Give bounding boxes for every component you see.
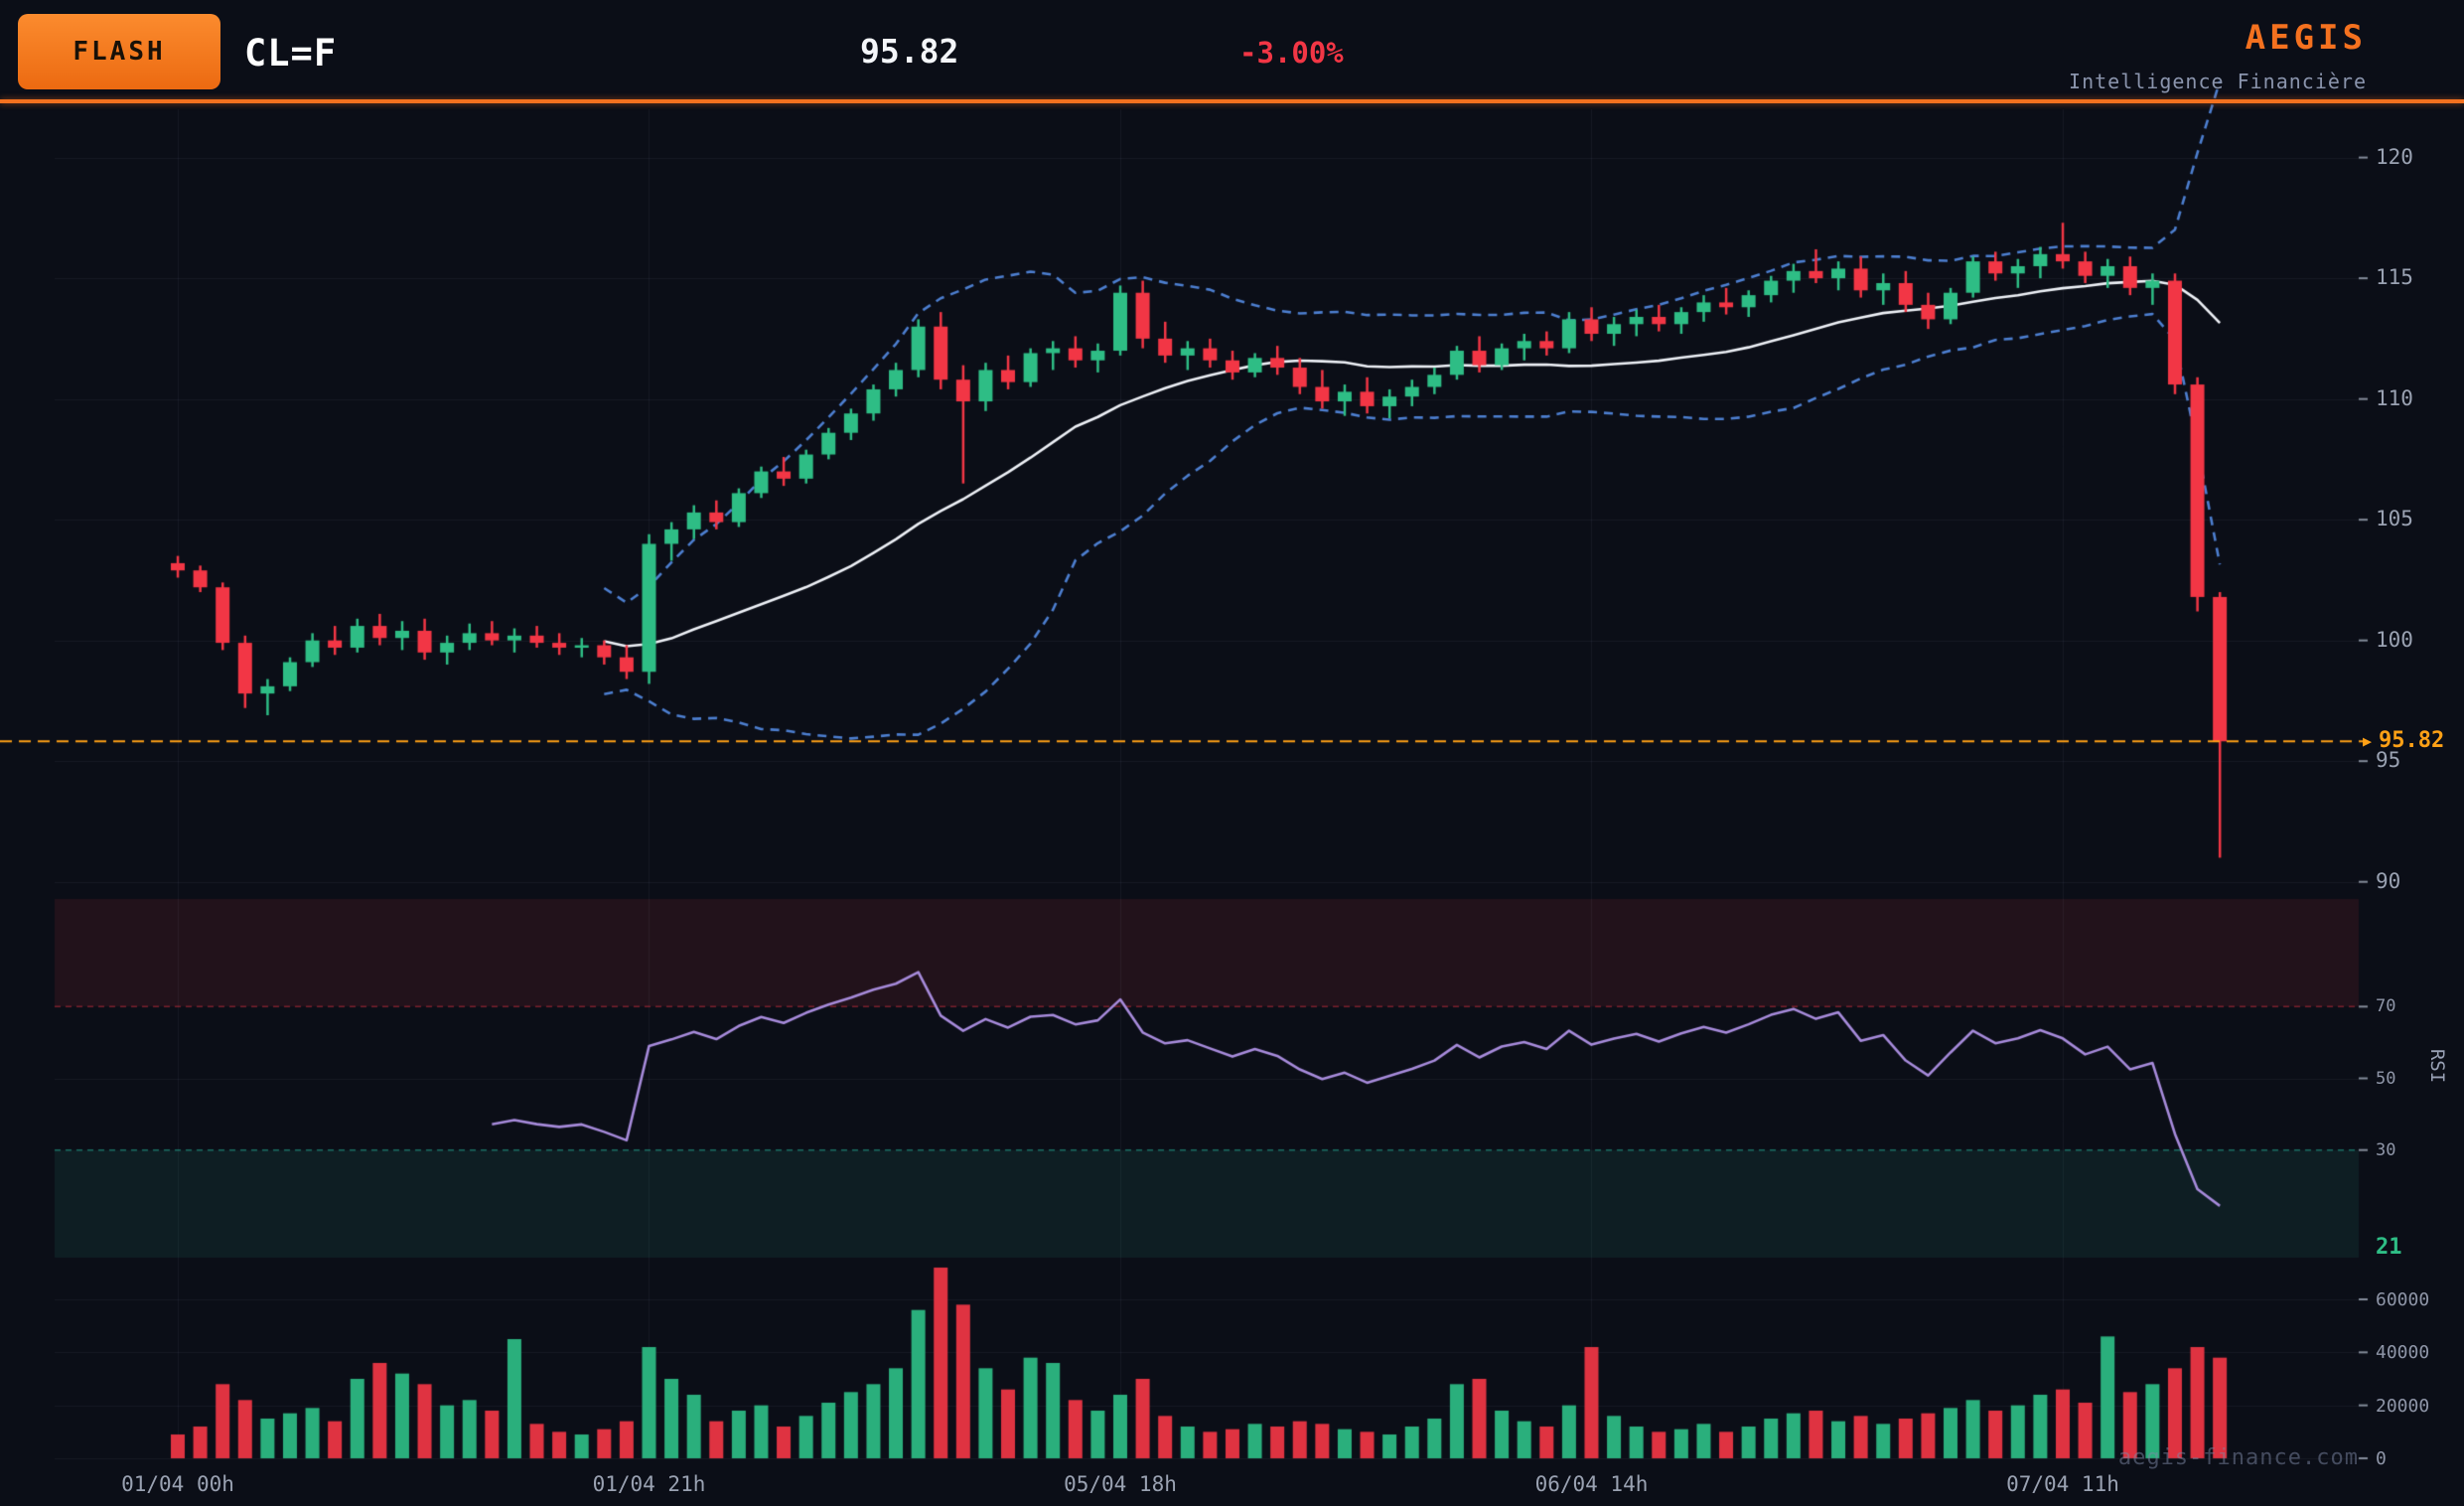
header-divider-line [0, 99, 2464, 103]
time-axis-label: 01/04 21h [592, 1472, 706, 1496]
time-axis-label: 06/04 14h [1534, 1472, 1649, 1496]
volume-axis-label: 40000 [2376, 1342, 2430, 1364]
price-axis-label: 100 [2376, 627, 2413, 652]
price-axis-label: 115 [2376, 265, 2413, 290]
brand-subtitle: Intelligence Financière [2069, 70, 2367, 93]
volume-axis-label: 0 [2376, 1448, 2387, 1469]
price-axis-label: 95 [2376, 748, 2401, 773]
rsi-axis-label: 50 [2376, 1068, 2396, 1089]
volume-axis-label: 60000 [2376, 1289, 2430, 1310]
time-axis-label: 07/04 11h [2006, 1472, 2119, 1496]
time-axis-label: 01/04 00h [121, 1472, 234, 1496]
flash-badge-button[interactable]: FLASH [18, 14, 220, 89]
current-price-tag: ▶ 95.82 [2363, 728, 2444, 753]
price-axis-label: 120 [2376, 144, 2413, 169]
price-arrow-icon: ▶ [2363, 731, 2373, 750]
rsi-current-value: 21 [2376, 1235, 2402, 1260]
change-percent: -3.00% [1239, 36, 1344, 70]
price-axis-label: 105 [2376, 507, 2413, 531]
price-axis-label: 110 [2376, 385, 2413, 410]
current-price-value: 95.82 [2379, 728, 2445, 754]
rsi-axis-label: 30 [2376, 1139, 2396, 1160]
watermark-text: aegis-finance.com [2117, 1445, 2359, 1470]
time-axis-label: 05/04 18h [1064, 1472, 1177, 1496]
price-axis-label: 90 [2376, 868, 2401, 893]
last-price: 95.82 [860, 32, 959, 71]
rsi-axis-title: RSI [2426, 1048, 2449, 1084]
brand-logo-text: AEGIS [2245, 18, 2367, 58]
symbol-ticker: CL=F [244, 32, 338, 75]
volume-axis-label: 20000 [2376, 1395, 2430, 1417]
rsi-axis-label: 70 [2376, 996, 2396, 1017]
